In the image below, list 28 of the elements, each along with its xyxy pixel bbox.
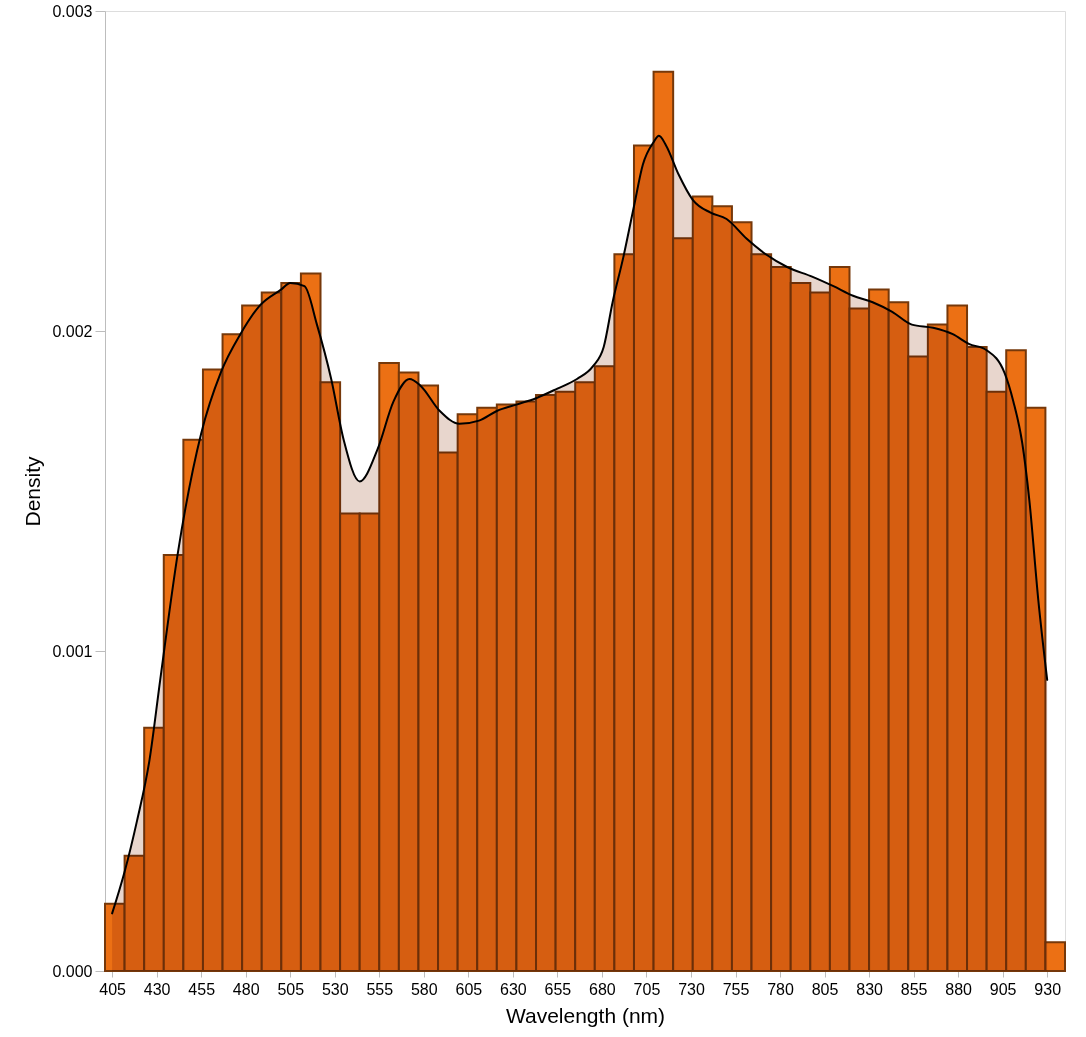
x-tick-label: 705	[633, 980, 661, 998]
y-tick-label: 0.003	[52, 2, 93, 20]
x-tick-label: 730	[678, 980, 705, 998]
y-tick-label: 0.002	[52, 322, 93, 340]
x-tick-label: 455	[188, 980, 216, 998]
x-tick-label: 555	[366, 980, 394, 998]
x-tick-label: 780	[767, 980, 794, 998]
x-tick-label: 430	[143, 980, 171, 998]
x-tick-label: 480	[232, 980, 260, 998]
x-tick-label: 680	[589, 980, 616, 998]
x-tick-label: 630	[500, 980, 527, 998]
x-tick-label: 655	[544, 980, 572, 998]
y-axis-title: Density	[21, 455, 45, 527]
x-tick-label: 755	[722, 980, 750, 998]
x-tick-label: 905	[989, 980, 1017, 998]
x-tick-label: 530	[321, 980, 349, 998]
x-tick-label: 855	[900, 980, 928, 998]
x-tick-label: 880	[945, 980, 973, 998]
x-tick-label: 580	[410, 980, 438, 998]
x-tick-label: 605	[455, 980, 483, 998]
x-tick-label: 805	[811, 980, 839, 998]
y-tick-label: 0.000	[52, 962, 93, 980]
x-axis-title: Wavelength (nm)	[505, 1003, 666, 1027]
x-tick-label: 930	[1034, 980, 1062, 998]
y-tick-label: 0.001	[52, 642, 93, 660]
x-tick-label: 505	[277, 980, 305, 998]
x-tick-label: 830	[856, 980, 884, 998]
x-tick-label: 405	[99, 980, 127, 998]
